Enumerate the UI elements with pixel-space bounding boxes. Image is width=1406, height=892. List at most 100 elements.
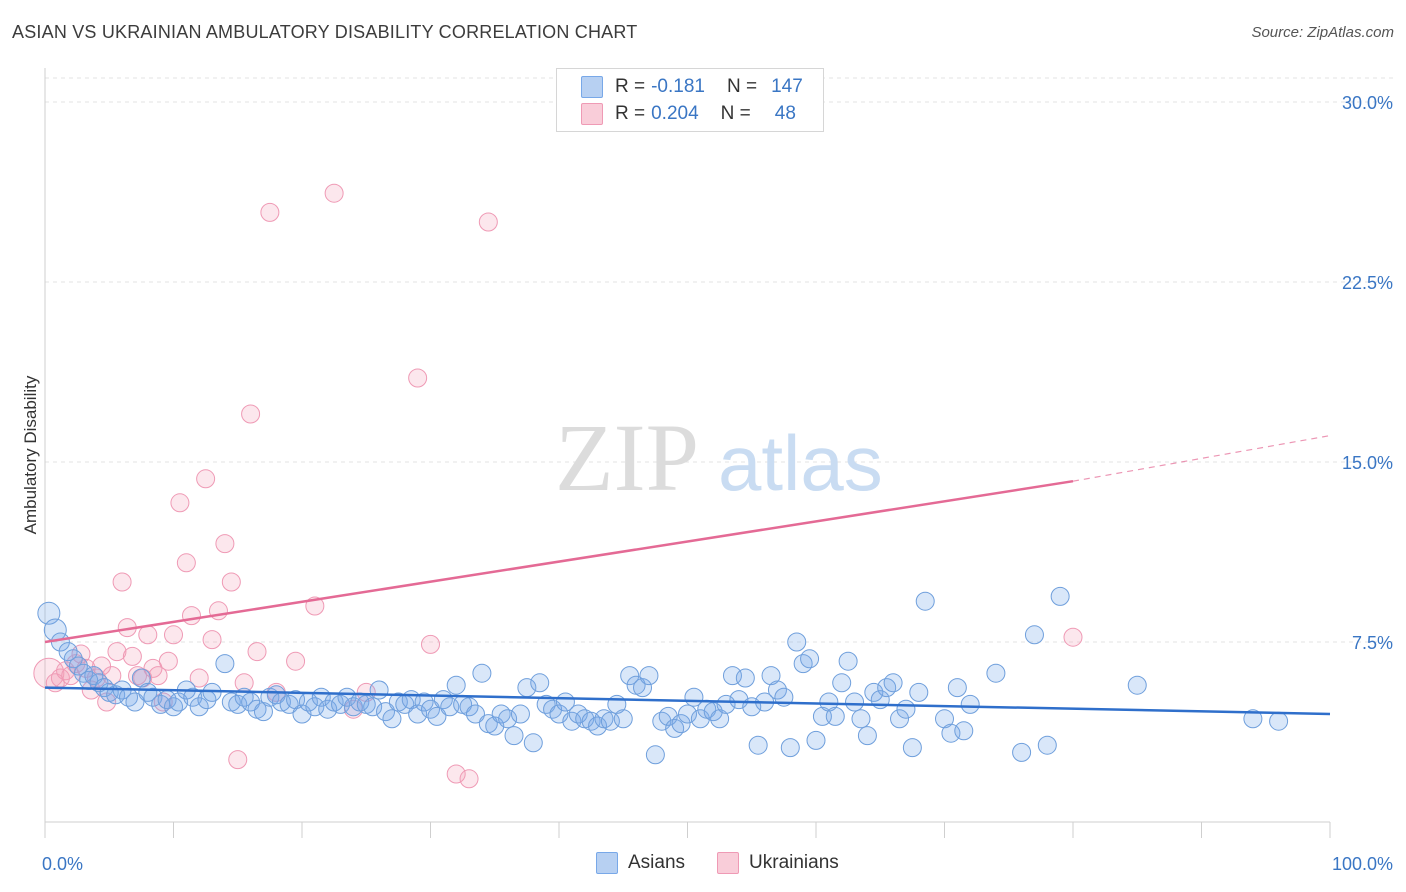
- ukrainian-point: [138, 625, 158, 645]
- ukrainian-point: [408, 368, 428, 388]
- asian-point: [915, 591, 935, 611]
- asian-point: [215, 654, 235, 674]
- ukrainian-point: [215, 534, 235, 554]
- asian-point: [806, 730, 826, 750]
- asian-point: [825, 706, 845, 726]
- asian-point: [382, 709, 402, 729]
- asian-point: [318, 699, 338, 719]
- asian-point: [421, 699, 440, 719]
- bottom-legend-label-asians: Asians: [628, 852, 686, 873]
- asian-point: [459, 697, 479, 717]
- ukrainian-point: [164, 625, 183, 645]
- asian-point: [864, 682, 884, 702]
- asian-trend-line: [44, 686, 1331, 716]
- asian-point: [169, 692, 189, 712]
- asian-point: [369, 680, 389, 700]
- asian-point: [851, 709, 871, 729]
- asian-point: [735, 668, 755, 688]
- ukrainian-point: [202, 630, 222, 650]
- ukrainian-point: [170, 493, 190, 513]
- legend-r-label: R =: [615, 76, 646, 97]
- trend-lines: [44, 435, 1331, 716]
- ukrainian-point: [421, 634, 440, 654]
- asian-point: [896, 699, 916, 719]
- asian-point: [935, 709, 954, 729]
- ukrainian-point: [286, 651, 306, 671]
- ukrainian-trend-line: [44, 479, 1074, 644]
- asian-point: [645, 745, 665, 765]
- ukrainian-point: [148, 666, 168, 686]
- watermark-atlas: atlas: [718, 419, 883, 507]
- legend-box: R = -0.181 N = 147 R = 0.204 N = 48: [556, 68, 824, 132]
- y-tick-label: 15.0%: [1342, 453, 1393, 473]
- asian-point: [363, 697, 383, 717]
- ukrainian-point: [221, 572, 241, 592]
- ukrainian-point: [1063, 627, 1083, 647]
- asian-point: [947, 678, 967, 698]
- bottom-legend-swatch-ukrainians: [717, 852, 740, 874]
- legend-r-value: -0.181: [651, 76, 705, 97]
- ukrainian-point: [158, 651, 178, 671]
- asian-point: [1269, 711, 1289, 731]
- asian-point: [800, 649, 820, 669]
- axes: [44, 68, 1331, 838]
- asian-point: [780, 738, 800, 758]
- ukrainian-point: [181, 606, 201, 626]
- grid-lines: [45, 77, 1394, 643]
- y-axis-title: Ambulatory Disability: [21, 375, 40, 534]
- ukrainian-point: [459, 769, 479, 789]
- ukrainian-point: [176, 553, 196, 573]
- legend-n-label: N =: [726, 76, 758, 97]
- ukrainian-point: [446, 764, 466, 784]
- bottom-legend: Asians Ukrainians: [596, 852, 871, 874]
- asian-point: [131, 668, 151, 688]
- asian-point: [504, 726, 524, 746]
- asian-point: [902, 738, 922, 758]
- asian-point: [909, 682, 929, 702]
- asian-point: [510, 704, 530, 724]
- ukrainian-point: [122, 646, 142, 666]
- asian-point: [427, 706, 447, 726]
- asian-point: [716, 694, 736, 714]
- asian-point: [523, 733, 543, 753]
- asian-point: [588, 716, 608, 736]
- asian-point: [857, 726, 877, 746]
- bottom-legend-label-ukrainians: Ukrainians: [749, 852, 839, 873]
- legend-swatch-ukrainians: [581, 103, 603, 125]
- bottom-legend-ukrainians[interactable]: Ukrainians: [717, 852, 839, 874]
- asian-point: [678, 704, 697, 724]
- asian-point: [446, 675, 466, 695]
- x-tick-label: 0.0%: [42, 854, 83, 874]
- asian-point: [613, 709, 633, 729]
- asian-point: [1243, 709, 1263, 729]
- asian-point: [890, 709, 910, 729]
- y-tick-label: 30.0%: [1342, 93, 1393, 113]
- asian-point: [465, 704, 485, 724]
- y-tick-label: 22.5%: [1342, 273, 1393, 293]
- asian-point: [960, 694, 980, 714]
- legend-swatch-asians: [581, 76, 603, 98]
- asian-point: [710, 709, 730, 729]
- asian-point: [620, 666, 640, 686]
- asian-point: [986, 663, 1006, 683]
- legend-row-asians: R = -0.181 N = 147: [581, 74, 803, 100]
- asian-point: [1127, 675, 1147, 695]
- asian-point: [498, 709, 518, 729]
- ukrainian-point: [324, 183, 344, 203]
- legend-r-value: 0.204: [651, 103, 699, 124]
- asian-point: [633, 678, 653, 698]
- legend-n-value: 147: [771, 76, 803, 97]
- ukrainian-point: [260, 202, 280, 222]
- ukrainian-point: [189, 668, 209, 688]
- ukrainian-point: [107, 642, 127, 662]
- asian-point: [189, 697, 209, 717]
- ukrainian-point: [112, 572, 132, 592]
- bottom-legend-swatch-asians: [596, 852, 618, 874]
- asian-point: [125, 692, 145, 712]
- asian-point: [954, 721, 974, 741]
- bottom-legend-asians[interactable]: Asians: [596, 852, 685, 874]
- asian-point: [639, 666, 659, 686]
- asian-point: [838, 651, 858, 671]
- ukrainian-point: [478, 212, 498, 232]
